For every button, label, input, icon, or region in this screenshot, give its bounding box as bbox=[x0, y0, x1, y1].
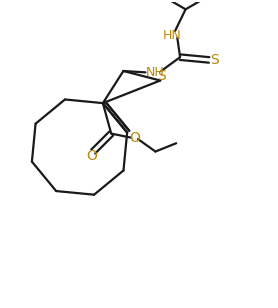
Text: O: O bbox=[86, 149, 97, 163]
Text: HN: HN bbox=[162, 29, 181, 42]
Text: S: S bbox=[210, 53, 219, 67]
Text: O: O bbox=[129, 131, 140, 145]
Text: S: S bbox=[157, 69, 166, 83]
Text: NH: NH bbox=[146, 66, 165, 79]
